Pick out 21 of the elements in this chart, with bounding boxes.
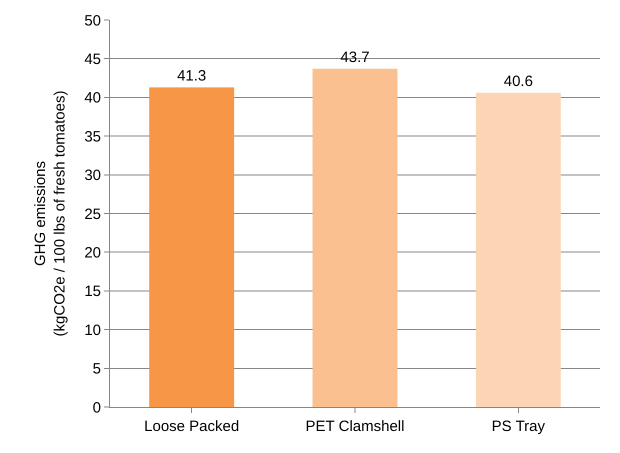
data-label: 43.7: [340, 48, 370, 66]
y-tick-label: 30: [84, 167, 101, 184]
y-tick-label: 0: [92, 399, 101, 416]
y-tick-label: 45: [84, 50, 101, 68]
y-tick-label: 50: [84, 12, 101, 30]
y-tick-label: 15: [84, 283, 101, 300]
y-axis-title: GHG emissions (kgCO2e / 100 lbs of fresh tomatoes): [32, 90, 69, 336]
data-label: 40.6: [504, 72, 533, 90]
y-tick-label: 10: [84, 322, 101, 339]
bar: [149, 87, 234, 407]
y-tick-label: 40: [84, 90, 101, 107]
bar: [476, 92, 561, 407]
x-tick-label: PET Clamshell: [306, 418, 404, 435]
data-label: 41.3: [177, 67, 206, 84]
x-tick-label: Loose Packed: [144, 418, 240, 435]
y-tick-label: 20: [84, 244, 101, 262]
x-tick-label: PS Tray: [492, 418, 546, 435]
y-tick-label: 25: [84, 206, 101, 223]
y-tick-label: 5: [92, 360, 101, 378]
bar: [312, 68, 398, 407]
y-tick-label: 35: [84, 128, 101, 146]
